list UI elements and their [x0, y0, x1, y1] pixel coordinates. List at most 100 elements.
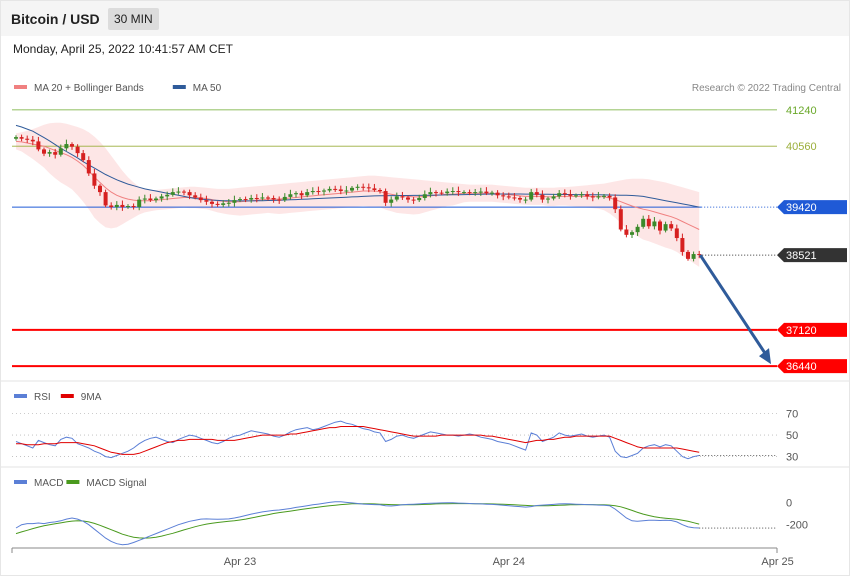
candle-body [64, 144, 69, 149]
candle-body [282, 196, 287, 201]
legend-label-1: MA 50 [193, 83, 222, 94]
candle-body [159, 196, 164, 199]
interval-badge[interactable]: 30 MIN [108, 8, 159, 30]
candle-body [378, 189, 382, 192]
candle-body [613, 197, 618, 210]
candle-body [568, 194, 573, 196]
level-tag-2 [777, 200, 847, 215]
candle-body [585, 194, 590, 197]
candle-body [602, 195, 606, 197]
candle-body [658, 221, 662, 231]
bollinger-band [16, 122, 700, 267]
legend-swatch-0 [14, 85, 27, 89]
candle-body [686, 251, 690, 259]
level-tag-5 [777, 359, 847, 374]
candle-body [355, 186, 360, 188]
candle-body [170, 192, 175, 195]
macd-line [15, 501, 700, 546]
candle-body [518, 197, 522, 200]
candle-body [126, 205, 130, 208]
candle-body [221, 203, 226, 205]
candle-body [669, 224, 674, 229]
macd-tick-label-0: 0 [786, 497, 792, 509]
macd-legend-label-1: MACD Signal [86, 478, 146, 489]
level-label-5: 36440 [786, 361, 817, 373]
candle-body [478, 191, 483, 193]
candle-body [512, 197, 517, 199]
candle-body [551, 196, 556, 199]
candle-body [98, 185, 102, 193]
candle-body [187, 192, 192, 196]
candle-body [232, 200, 237, 203]
candle-body [646, 218, 651, 227]
candle-body [523, 199, 528, 201]
candle-body [333, 188, 338, 190]
candle-body [294, 193, 298, 195]
candle-body [109, 205, 114, 208]
x-tick-label-0: Apr 23 [224, 556, 256, 568]
candle-body [350, 187, 354, 191]
macd-signal-line [15, 503, 700, 539]
candle-body [411, 199, 416, 201]
candle-body [316, 191, 321, 193]
candle-body [697, 254, 702, 256]
rsi-legend-label-1: 9MA [81, 392, 102, 403]
candle-body [501, 195, 506, 197]
candle-body [467, 192, 472, 194]
candle-body [417, 197, 422, 201]
candle-body [557, 193, 562, 197]
candle-body [47, 152, 52, 154]
candle-body [389, 199, 394, 203]
candle-body [142, 198, 147, 200]
candle-body [120, 204, 125, 208]
rsi-tick-label-2: 30 [786, 452, 798, 464]
candle-body [473, 192, 478, 194]
candle-body [327, 188, 332, 191]
candle-body [674, 228, 679, 239]
macd-legend-label-0: MACD [34, 478, 63, 489]
candle-body [618, 209, 623, 230]
candle-body [484, 191, 489, 194]
candle-body [624, 229, 629, 235]
candle-body [546, 198, 550, 200]
candle-body [663, 224, 668, 231]
candle-body [680, 238, 685, 252]
level-label-2: 39420 [786, 202, 817, 214]
candle-body [198, 197, 203, 201]
forecast-arrow-shaft [698, 254, 769, 358]
candle-body [652, 221, 657, 227]
candle-body [299, 193, 304, 196]
candle-body [243, 199, 248, 201]
candle-body [456, 191, 461, 193]
legend-label-0: MA 20 + Bollinger Bands [34, 83, 144, 94]
x-tick-label-2: Apr 25 [761, 556, 793, 568]
candle-body [406, 197, 410, 200]
candle-body [434, 192, 438, 194]
forecast-arrow-head [759, 348, 771, 365]
candle-body [310, 191, 315, 193]
candle-body [596, 196, 601, 198]
candle-body [58, 148, 63, 155]
candle-body [383, 191, 388, 203]
candle-body [30, 139, 35, 142]
candle-body [641, 218, 646, 227]
candle-body [635, 226, 640, 233]
instrument-title: Bitcoin / USD [11, 11, 100, 27]
candle-body [19, 137, 24, 139]
candle-body [322, 190, 326, 192]
candle-body [176, 191, 181, 193]
rsi-legend-swatch-1 [60, 394, 74, 398]
macd-legend-swatch-1 [66, 480, 80, 484]
candle-body [344, 190, 349, 192]
candle-body [148, 198, 153, 201]
candle-body [579, 194, 584, 196]
candle-body [691, 254, 696, 259]
level-tag-3 [777, 248, 847, 263]
candle-body [288, 194, 293, 197]
timestamp: Monday, April 25, 2022 10:41:57 AM CET [13, 42, 233, 56]
candle-body [137, 199, 142, 208]
candle-body [445, 191, 450, 194]
level-label-0: 41240 [786, 105, 817, 117]
level-label-3: 38521 [786, 250, 817, 262]
